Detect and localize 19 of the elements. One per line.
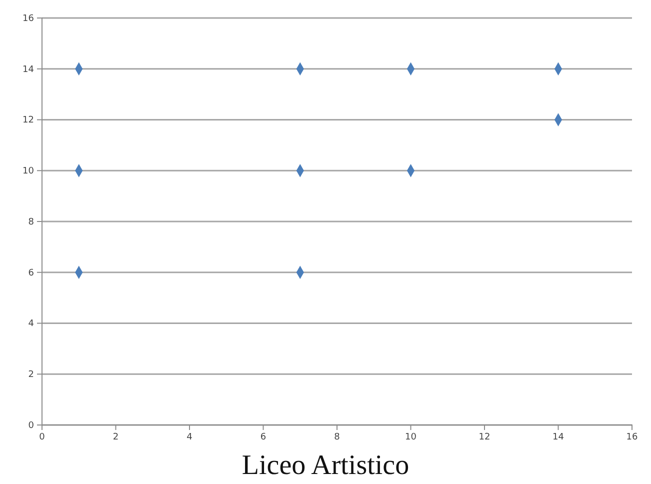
y-tick-label: 10 — [22, 166, 34, 177]
x-tick-label: 16 — [626, 432, 638, 442]
y-tick-label: 12 — [22, 116, 34, 126]
x-tick-label: 0 — [39, 432, 46, 442]
x-tick-label: 10 — [405, 432, 417, 442]
y-tick-label: 2 — [28, 370, 34, 380]
x-tick-label: 4 — [186, 432, 193, 442]
x-tick-label: 6 — [260, 432, 266, 442]
y-tick-label: 4 — [28, 319, 34, 330]
y-tick-label: 14 — [22, 64, 34, 75]
y-tick-label: 8 — [28, 217, 34, 228]
x-tick-label: 8 — [334, 432, 340, 442]
x-tick-label: 12 — [478, 432, 490, 442]
x-tick-label: 14 — [552, 432, 564, 442]
y-tick-label: 16 — [22, 14, 34, 24]
x-tick-label: 2 — [112, 432, 119, 442]
y-tick-label: 6 — [28, 268, 34, 278]
y-tick-label: 0 — [28, 420, 34, 431]
x-axis-title: Liceo Artistico — [242, 450, 410, 481]
